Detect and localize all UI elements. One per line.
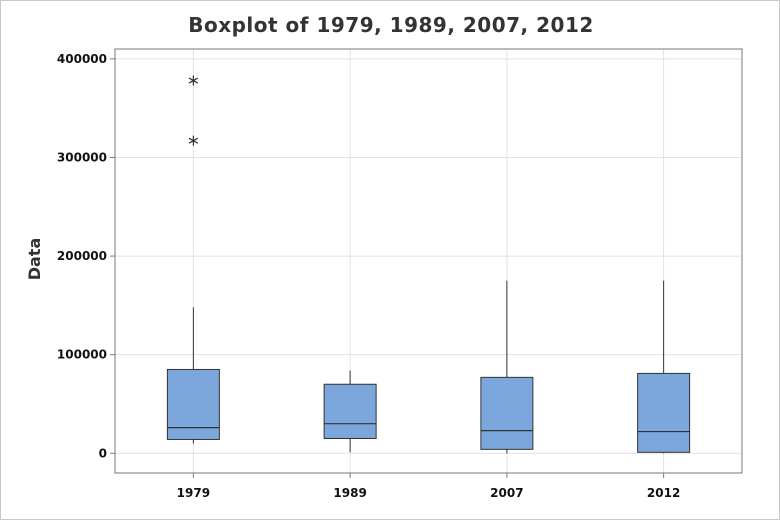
y-tick-label: 0	[99, 446, 107, 460]
y-tick-label: 300000	[57, 150, 107, 164]
x-tick-label: 1989	[333, 486, 366, 500]
iqr-box	[166, 368, 220, 440]
box-2012	[637, 280, 691, 454]
grid-lines	[115, 49, 742, 473]
iqr-box	[480, 376, 534, 450]
plot-frame	[114, 48, 743, 474]
y-tick-label: 400000	[57, 52, 107, 66]
box-2007	[480, 280, 534, 454]
chart-title: Boxplot of 1979, 1989, 2007, 2012	[188, 13, 594, 37]
box-1979	[166, 75, 220, 444]
x-tick-label: 2012	[647, 486, 680, 500]
outlier-marker	[188, 135, 199, 146]
iqr-box	[637, 372, 691, 453]
y-axis-label: Data	[25, 238, 44, 281]
y-tick-label: 100000	[57, 348, 107, 362]
outlier-marker	[188, 75, 199, 86]
boxes	[166, 75, 691, 454]
iqr-box	[323, 383, 377, 439]
axes: 0 100000 200000 300000 400000 1979 1989 2007 201…	[57, 52, 680, 500]
x-tick-label: 1979	[177, 486, 210, 500]
y-tick-label: 200000	[57, 249, 107, 263]
x-tick-label: 2007	[490, 486, 523, 500]
box-1989	[323, 370, 377, 453]
